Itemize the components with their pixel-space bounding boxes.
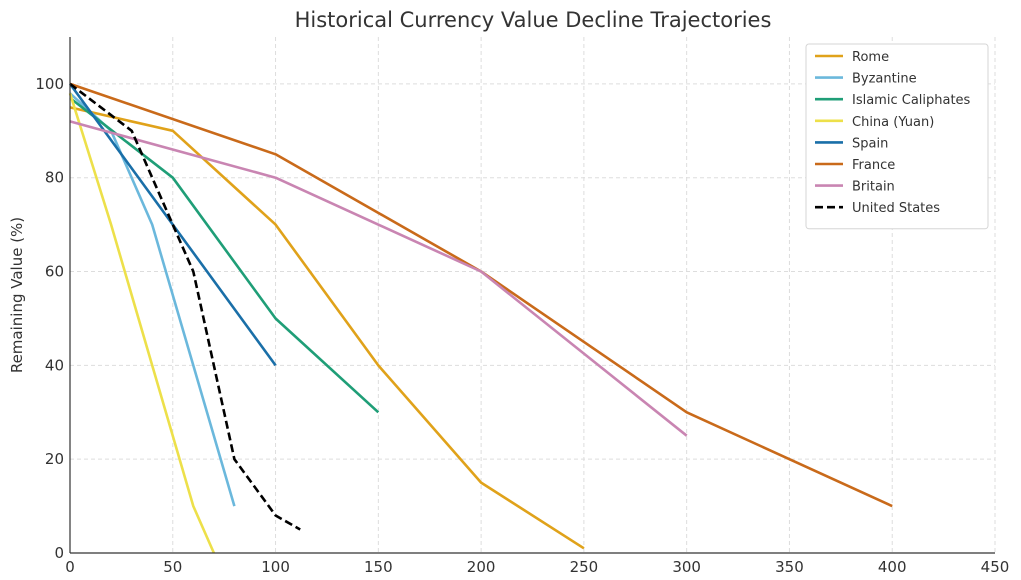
legend: Rome Byzantine Islamic Caliphates China (Yu…	[805, 43, 989, 230]
axes	[69, 37, 995, 554]
y-tick-label: 100	[35, 75, 64, 93]
y-axis-label: Remaining Value (%)	[8, 217, 26, 373]
y-tick-label: 40	[45, 356, 64, 374]
y-tick-label: 60	[45, 263, 64, 281]
series-line-rome	[69, 106, 585, 550]
x-tick-label: 50	[163, 558, 182, 576]
legend-label: Rome	[852, 50, 889, 65]
y-tick-label: 0	[54, 544, 64, 562]
x-tick-label: 400	[878, 558, 907, 576]
series-line-islamic-caliphates	[69, 96, 380, 414]
series-line-france	[69, 82, 893, 508]
chart-title: Historical Currency Value Decline Trajec…	[295, 8, 772, 32]
x-tick-label: 100	[261, 558, 290, 576]
x-tick-label: 300	[672, 558, 701, 576]
x-tick-label: 150	[364, 558, 393, 576]
y-tick-label: 20	[45, 450, 64, 468]
x-tick-label: 450	[981, 558, 1010, 576]
series-line-china-yuan	[68, 92, 216, 554]
legend-label: Spain	[852, 136, 888, 151]
legend-box	[805, 43, 989, 230]
tick-labels: 0 50 100 150 200 250 300 350 400 450 0 20 40 60 80 100	[35, 75, 1009, 576]
series-line-byzantine	[69, 92, 236, 507]
series-line-united-states	[69, 82, 301, 531]
x-tick-label: 200	[467, 558, 496, 576]
legend-label: China (Yuan)	[852, 115, 934, 130]
series-line-britain	[69, 120, 688, 437]
legend-label: France	[852, 158, 895, 173]
legend-label: Britain	[852, 180, 895, 195]
series-line-spain	[68, 83, 277, 367]
legend-label: Byzantine	[852, 72, 917, 87]
x-tick-label: 350	[775, 558, 804, 576]
y-tick-label: 80	[45, 169, 64, 187]
series-lines	[68, 82, 893, 554]
x-tick-label: 0	[65, 558, 75, 576]
legend-label: Islamic Caliphates	[852, 93, 971, 108]
legend-label: United States	[852, 201, 940, 216]
x-tick-label: 250	[570, 558, 599, 576]
